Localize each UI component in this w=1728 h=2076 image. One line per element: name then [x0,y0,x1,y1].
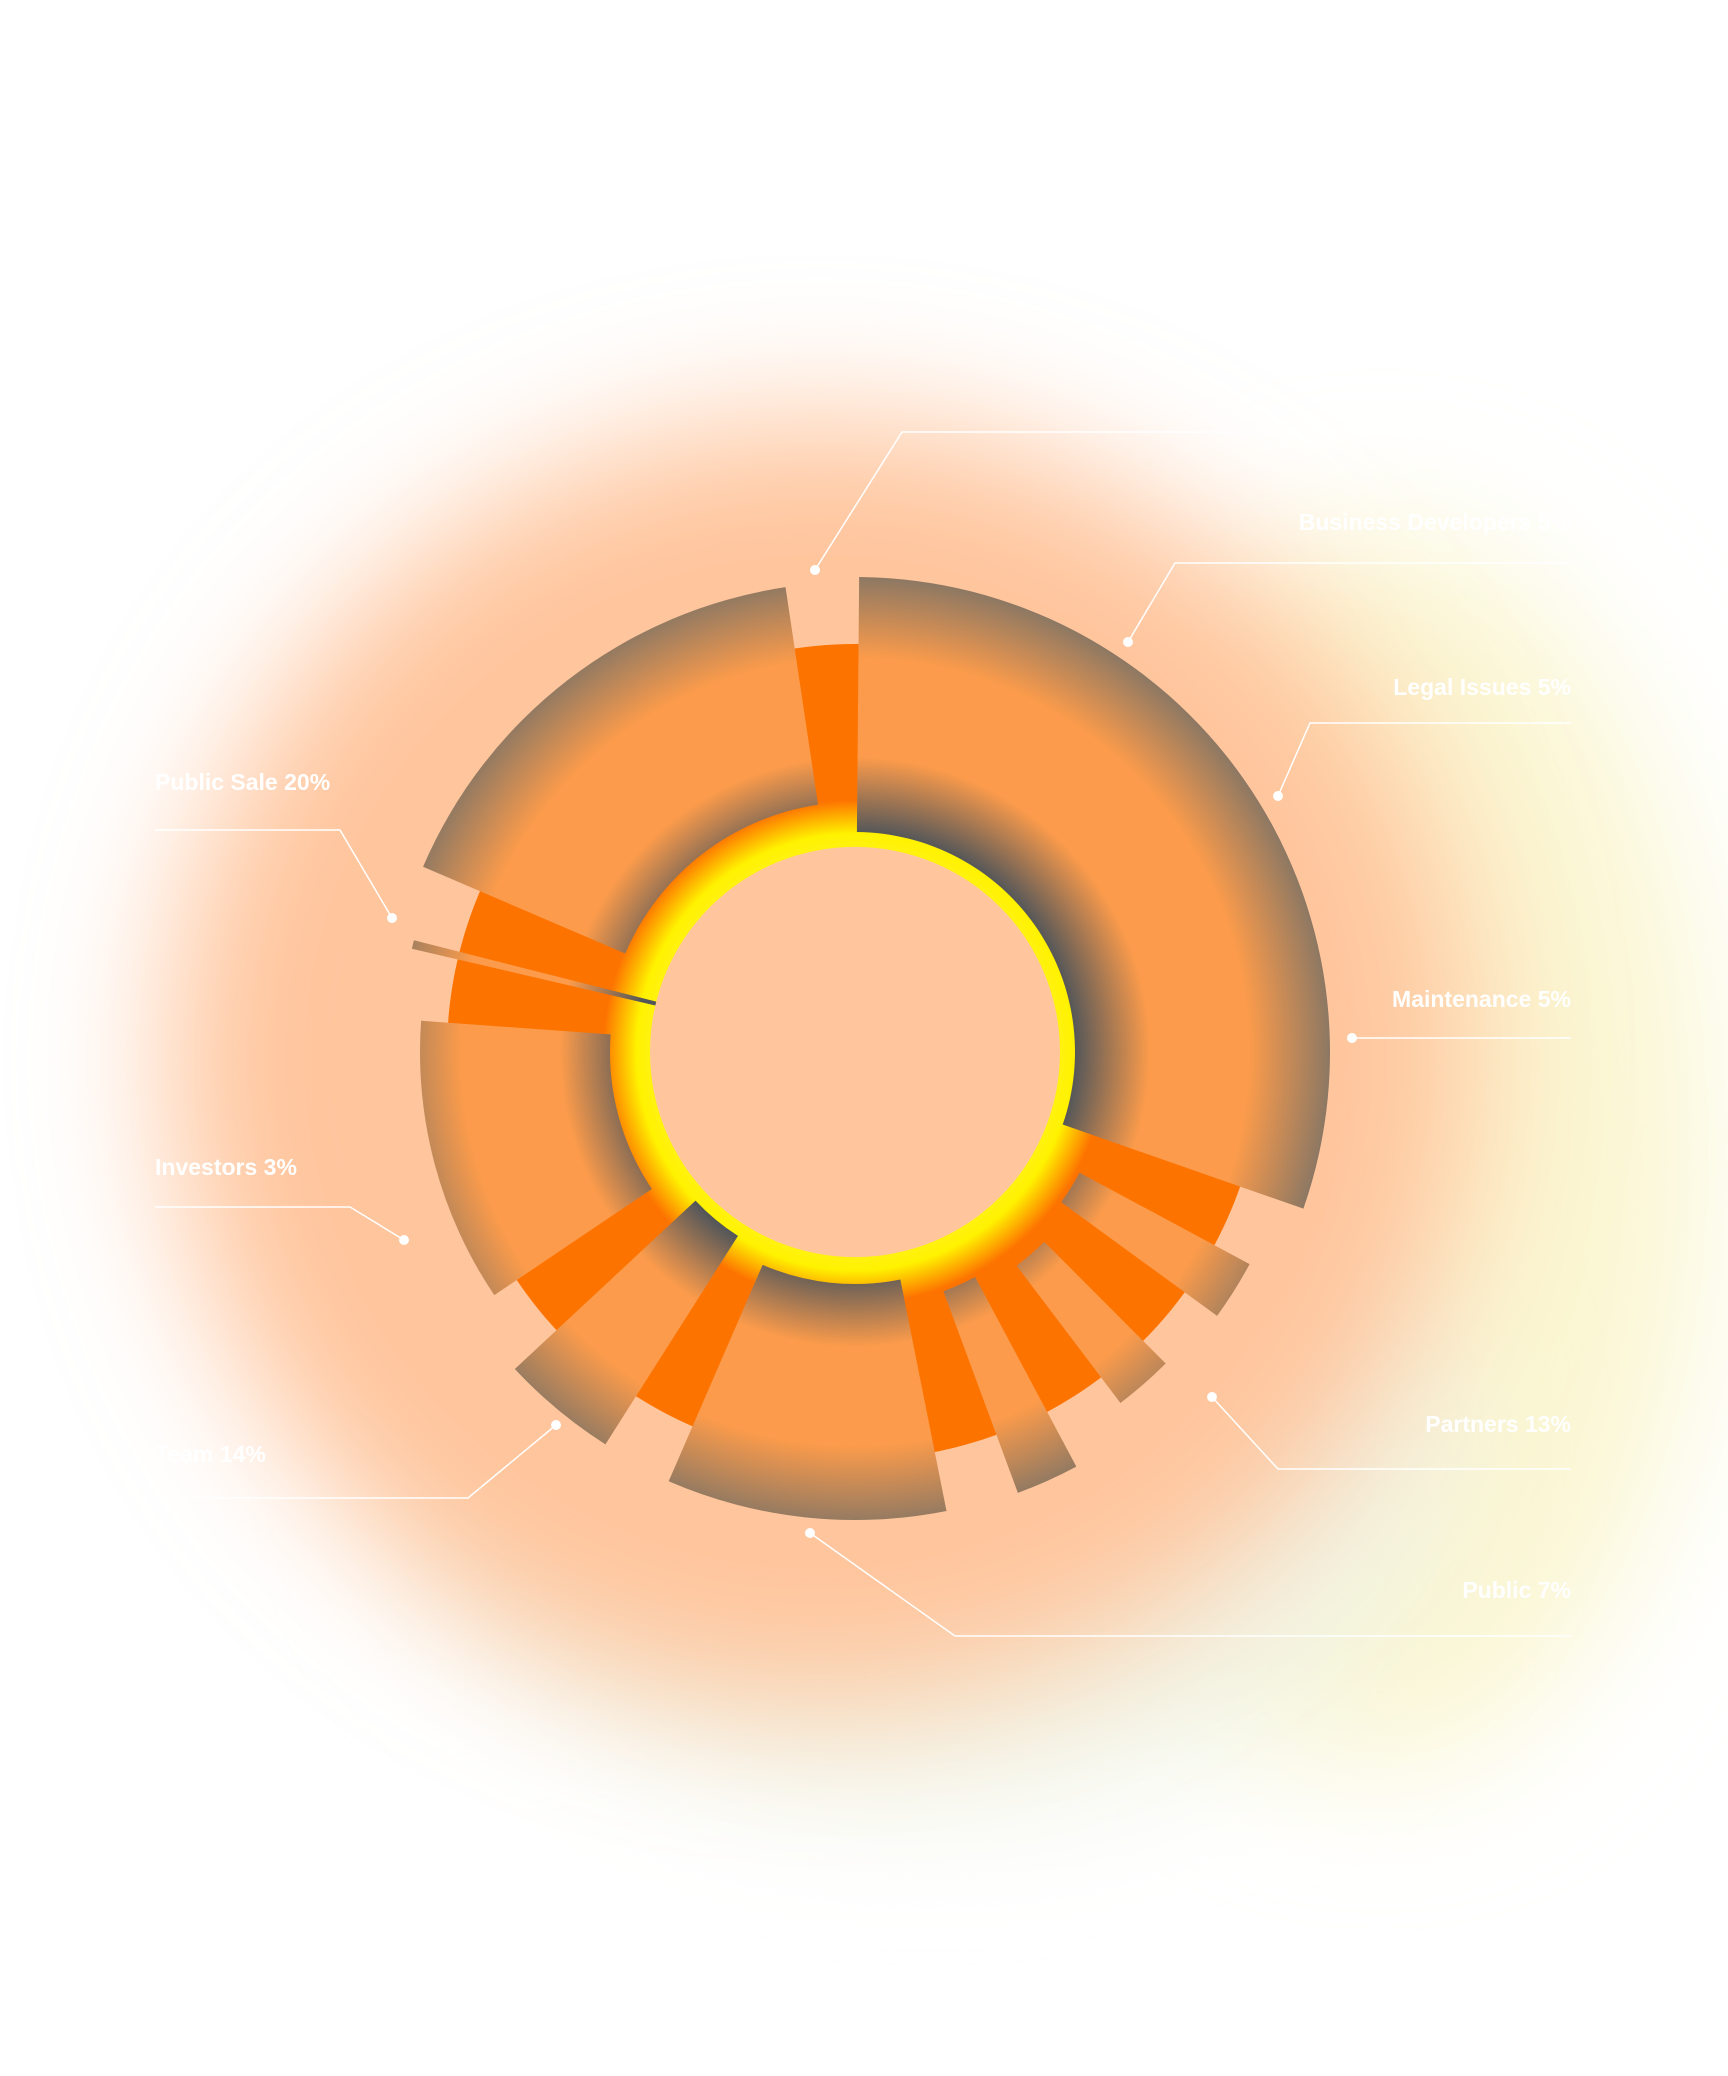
segment-label-6: Team 14% [155,1441,266,1467]
segment-4 [668,1264,947,1520]
segment-2 [1016,1241,1166,1403]
leader-line-0 [814,431,1571,571]
leader-dot-0 [810,565,820,575]
leader-line-7 [155,1206,405,1241]
segment-8 [423,587,819,954]
leader-lines [155,431,1571,1637]
segment-5 [514,1200,738,1445]
segment-6 [420,1020,652,1296]
leader-dot-8 [387,913,397,923]
segment-label-4: Partners 13% [1425,1411,1571,1437]
leader-line-5 [809,1532,1571,1637]
segment-0 [856,577,1330,1209]
segment-7 [411,940,657,1006]
leader-dot-1 [1123,637,1133,647]
segment-label-0: Reserves 35% [1416,379,1571,405]
segment-label-2: Legal Issues 5% [1393,674,1571,700]
segment-labels: Reserves 35% Business Developers 5% Legal … [155,379,1571,1603]
segments [411,577,1330,1520]
leader-dot-3 [1347,1033,1357,1043]
segment-1 [1061,1172,1250,1316]
leader-line-4 [1211,1396,1571,1470]
segment-label-8: Public Sale 20% [155,769,330,795]
leader-line-8 [155,829,393,919]
leader-line-2 [1277,722,1571,797]
leader-dot-5 [805,1528,815,1538]
leader-dot-6 [551,1420,561,1430]
leader-dot-7 [399,1235,409,1245]
segment-label-5: Public 7% [1462,1577,1571,1603]
leader-dot-2 [1273,791,1283,801]
leader-dot-4 [1207,1392,1217,1402]
segment-label-1: Business Developers 5% [1299,509,1571,535]
segment-3 [943,1276,1077,1493]
leader-line-6 [155,1424,557,1499]
segment-label-7: Investors 3% [155,1154,297,1180]
segment-label-3: Maintenance 5% [1392,986,1571,1012]
leader-line-1 [1127,562,1571,643]
